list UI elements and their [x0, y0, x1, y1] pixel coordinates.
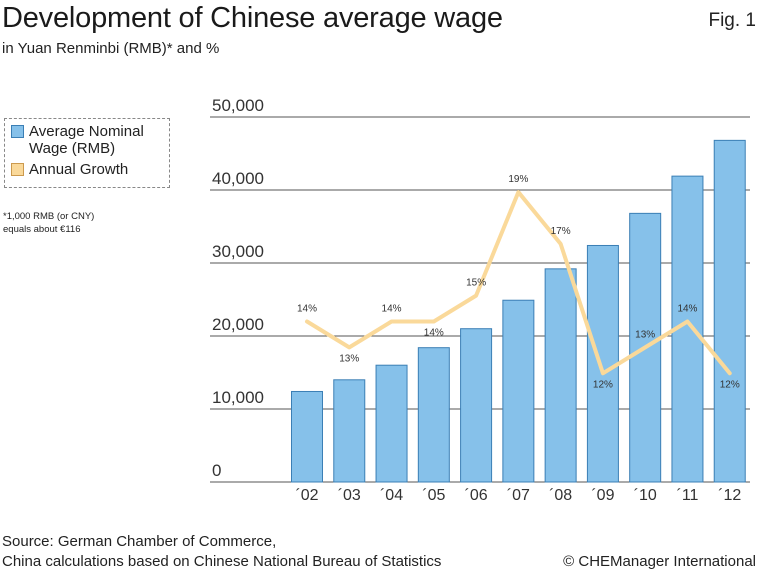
legend-swatch-growth [11, 163, 24, 176]
x-tick-label: ´11 [676, 487, 698, 504]
bar [544, 268, 577, 483]
growth-line [305, 190, 732, 376]
bar [502, 299, 535, 483]
growth-data-label: 14% [677, 304, 697, 315]
x-tick-label: ´06 [465, 487, 488, 504]
x-tick-label: ´12 [718, 487, 741, 504]
growth-data-label: 12% [720, 379, 740, 390]
bar [417, 347, 450, 483]
y-tick-label: 10,000 [212, 388, 264, 407]
bar [291, 390, 323, 483]
bar [713, 139, 746, 483]
x-tick-label: ´02 [295, 487, 318, 504]
figure-label: Fig. 1 [708, 10, 756, 31]
footnote-line-2: equals about €116 [3, 224, 81, 235]
x-tick-label: ´09 [591, 487, 614, 504]
growth-data-label: 14% [382, 304, 402, 315]
bar [586, 244, 619, 483]
growth-data-label: 13% [339, 353, 359, 364]
y-tick-label: 40,000 [212, 169, 264, 188]
chart-title: Development of Chinese average wage [2, 2, 503, 34]
growth-data-label: 19% [508, 174, 528, 185]
legend: Average Nominal Wage (RMB) Annual Growth [4, 118, 170, 188]
growth-data-label: 17% [551, 226, 571, 237]
source-note: Source: German Chamber of Commerce, Chin… [2, 532, 441, 572]
legend-label-growth: Annual Growth [29, 161, 129, 178]
y-tick-label: 50,000 [212, 96, 264, 115]
x-tick-label: ´08 [549, 487, 572, 504]
x-tick-label: ´03 [338, 487, 361, 504]
source-line-2: China calculations based on Chinese Nati… [2, 553, 442, 570]
growth-data-label: 15% [466, 278, 486, 289]
growth-data-label: 12% [593, 379, 613, 390]
credit: © CHEManager International [563, 553, 756, 570]
legend-swatch-wage [11, 125, 24, 138]
y-tick-label: 0 [212, 461, 221, 480]
bar [333, 379, 366, 483]
footnote: *1,000 RMB (or CNY) equals about €116 [3, 210, 94, 236]
footnote-line-1: *1,000 RMB (or CNY) [3, 211, 95, 222]
x-tick-label: ´05 [422, 487, 445, 504]
x-tick-label: ´07 [507, 487, 530, 504]
x-tick-label: ´04 [380, 487, 403, 504]
y-tick-label: 30,000 [212, 242, 264, 261]
chart-subtitle: in Yuan Renminbi (RMB)* and % [2, 40, 220, 57]
bar [375, 364, 408, 483]
y-tick-label: 20,000 [212, 315, 264, 334]
growth-data-label: 14% [297, 304, 317, 315]
chart-area: 0 10,000 20,000 30,000 40,000 50,000 ´02 ´03 ´04… [210, 96, 750, 504]
bar [460, 328, 493, 483]
legend-item-wage: Average Nominal Wage (RMB) [11, 123, 169, 157]
legend-item-growth: Annual Growth [11, 161, 169, 178]
legend-label-wage: Average Nominal Wage (RMB) [29, 123, 144, 157]
source-line-1: Source: German Chamber of Commerce, [2, 533, 277, 550]
x-tick-label: ´10 [634, 487, 657, 504]
growth-data-label: 14% [424, 328, 444, 339]
growth-data-label: 13% [635, 329, 655, 340]
